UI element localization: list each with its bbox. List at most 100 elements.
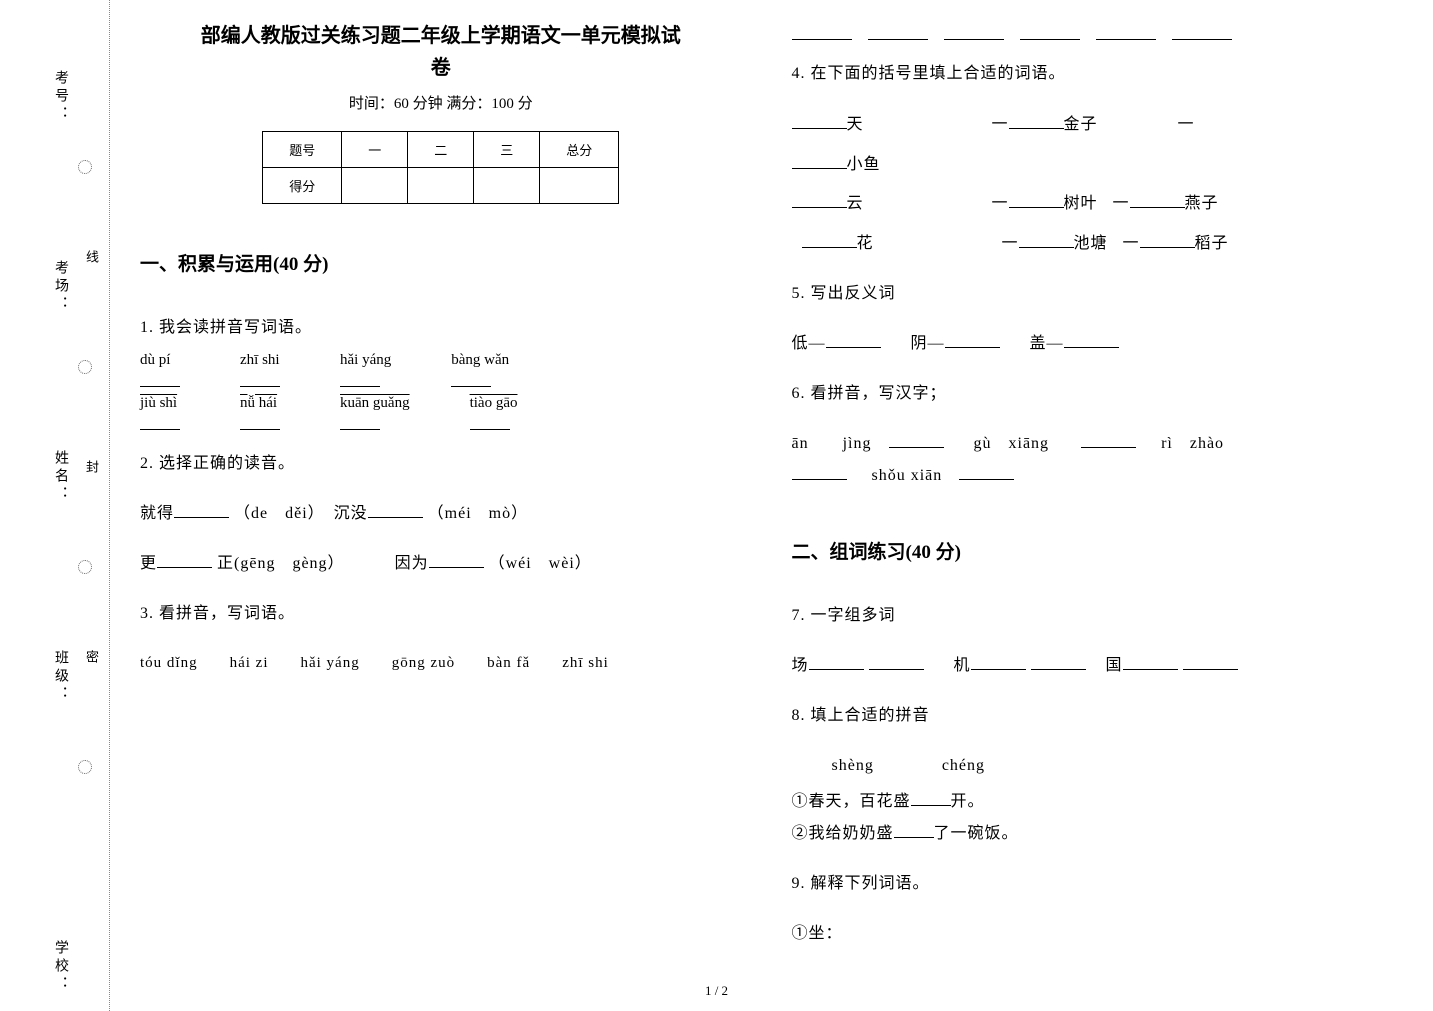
table-row: 得分 — [263, 168, 619, 204]
q2-stem: 2. 选择正确的读音。 — [140, 448, 742, 480]
q4-body: 天 一金子 一 小鱼 云 一树叶 一燕子 花 一池塘 一稻子 — [792, 108, 1394, 260]
answer-blank[interactable] — [157, 552, 212, 568]
answer-blank[interactable] — [945, 332, 1000, 348]
answer-blank[interactable] — [1020, 24, 1080, 40]
answer-blank[interactable] — [429, 552, 484, 568]
answer-blank[interactable] — [470, 415, 510, 430]
answer-blank[interactable] — [340, 372, 380, 387]
answer-blank[interactable] — [894, 822, 934, 838]
binding-edge: 考号： 考场： 姓名： 班级： 学校： 线 封 密 — [0, 0, 110, 1011]
answer-blank[interactable] — [1064, 332, 1119, 348]
q8-text: ②我给奶奶盛 — [792, 825, 894, 842]
answer-blank[interactable] — [944, 24, 1004, 40]
q4-text: 池塘 — [1074, 235, 1108, 252]
answer-blank[interactable] — [1096, 24, 1156, 40]
q4-text: 一 — [1123, 235, 1140, 252]
answer-blank[interactable] — [140, 415, 180, 430]
answer-blank[interactable] — [240, 372, 280, 387]
answer-blank[interactable] — [809, 654, 864, 670]
q4-text: 燕子 — [1185, 195, 1219, 212]
answer-blank[interactable] — [792, 113, 847, 129]
q6-pinyin: shǒu xiān — [872, 467, 960, 484]
answer-blank[interactable] — [1130, 192, 1185, 208]
answer-blank[interactable] — [368, 502, 423, 518]
q4-text: 一 — [992, 195, 1009, 212]
q7-char: 场 — [792, 657, 809, 674]
q4-text: 一 — [1178, 116, 1195, 133]
q8-stem: 8. 填上合适的拼音 — [792, 700, 1394, 732]
q6-pinyin: rì zhào — [1161, 435, 1224, 452]
seal-word-1: 线 — [82, 250, 101, 269]
binding-label-name: 姓名： — [50, 450, 70, 504]
q9-stem: 9. 解释下列词语。 — [792, 868, 1394, 900]
exam-title-line2: 卷 — [140, 52, 742, 84]
answer-blank[interactable] — [792, 153, 847, 169]
seal-word-3: 密 — [82, 650, 101, 669]
q4-text: 花 — [857, 235, 874, 252]
binding-circle — [78, 160, 92, 174]
answer-blank[interactable] — [802, 232, 857, 248]
score-cell — [342, 168, 408, 204]
answer-blank[interactable] — [868, 24, 928, 40]
answer-blank[interactable] — [889, 432, 944, 448]
pinyin-text: hǎi yáng — [340, 352, 391, 369]
q2-options: （de děi） 沉没 — [234, 505, 368, 522]
q4-text: 小鱼 — [847, 156, 881, 173]
answer-blank[interactable] — [451, 372, 491, 387]
q8-text: ①春天，百花盛 — [792, 793, 911, 810]
q4-cell: 天 — [792, 108, 992, 142]
pinyin-cell: nǚ hái — [240, 395, 280, 430]
answer-blank[interactable] — [1123, 654, 1178, 670]
left-column: 部编人教版过关练习题二年级上学期语文一单元模拟试 卷 时间：60 分钟 满分：1… — [140, 20, 742, 991]
answer-blank[interactable] — [959, 464, 1014, 480]
answer-blank[interactable] — [1019, 232, 1074, 248]
q5-word: 盖— — [1030, 335, 1064, 352]
q2-options: （wéi wèi） — [489, 555, 592, 572]
q6-body: ān jìng gù xiāng rì zhào shǒu xiān — [792, 428, 1394, 492]
answer-blank[interactable] — [140, 372, 180, 387]
answer-blank[interactable] — [174, 502, 229, 518]
q4-text: 一 — [1002, 235, 1019, 252]
q4-text: 云 — [847, 195, 864, 212]
q2-line1: 就得 （de děi） 沉没 （méi mò） — [140, 498, 742, 530]
q3-answer-blanks — [792, 24, 1394, 40]
answer-blank[interactable] — [1172, 24, 1232, 40]
pinyin-text: zhī shi — [240, 352, 280, 369]
answer-blank[interactable] — [1031, 654, 1086, 670]
answer-blank[interactable] — [971, 654, 1026, 670]
answer-blank[interactable] — [869, 654, 924, 670]
score-row-label: 得分 — [263, 168, 342, 204]
pinyin-text: nǚ hái — [240, 395, 277, 412]
section-2-heading: 二、组词练习(40 分) — [792, 537, 1394, 564]
q3-pinyins: tóu dǐng hái zi hǎi yáng gōng zuò bàn fǎ… — [140, 648, 742, 678]
answer-blank[interactable] — [826, 332, 881, 348]
answer-blank[interactable] — [1009, 192, 1064, 208]
q4-text: 天 — [847, 116, 864, 133]
pinyin-cell: dù pí — [140, 352, 180, 387]
q4-cell: 一金子 一 — [992, 108, 1394, 142]
answer-blank[interactable] — [340, 415, 380, 430]
answer-blank[interactable] — [1081, 432, 1136, 448]
score-header-1: 一 — [342, 132, 408, 168]
answer-blank[interactable] — [792, 192, 847, 208]
q7-body: 场 机 国 — [792, 650, 1394, 682]
q1-row1: dù pí zhī shi hǎi yáng bàng wǎn — [140, 352, 742, 387]
answer-blank[interactable] — [792, 464, 847, 480]
q5-stem: 5. 写出反义词 — [792, 278, 1394, 310]
score-cell — [540, 168, 619, 204]
answer-blank[interactable] — [792, 24, 852, 40]
binding-label-class: 班级： — [50, 650, 70, 704]
answer-blank[interactable] — [911, 790, 951, 806]
answer-blank[interactable] — [240, 415, 280, 430]
pinyin-cell: jiù shì — [140, 395, 180, 430]
score-header-2: 二 — [408, 132, 474, 168]
q4-cell: 一树叶 一燕子 — [992, 187, 1394, 221]
pinyin-cell: bàng wǎn — [451, 352, 509, 387]
answer-blank[interactable] — [1183, 654, 1238, 670]
answer-blank[interactable] — [1140, 232, 1195, 248]
q7-char: 机 — [954, 657, 971, 674]
q4-text: 树叶 — [1064, 195, 1098, 212]
q4-cell: 一池塘 一稻子 — [992, 227, 1394, 261]
answer-blank[interactable] — [1009, 113, 1064, 129]
q5-body: 低— 阴— 盖— — [792, 328, 1394, 360]
